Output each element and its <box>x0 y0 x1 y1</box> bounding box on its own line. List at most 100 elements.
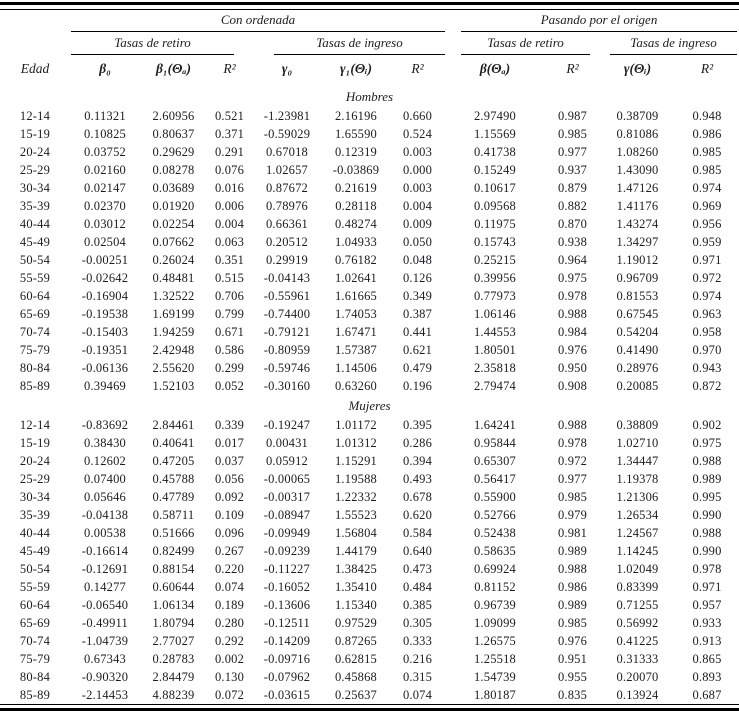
value-cell: -0.59029 <box>263 126 311 141</box>
value-cell: 0.07400 <box>83 471 127 486</box>
value-cell: -0.15403 <box>81 324 129 339</box>
value-cell: 0.299 <box>214 360 245 375</box>
value-cell: 1.38425 <box>334 561 378 576</box>
value-cell: 0.315 <box>402 669 433 684</box>
value-cell: 0.25215 <box>473 252 517 267</box>
value-cell: 2.97490 <box>473 108 517 123</box>
subheader-tasas-de-retiro-2: Tasas de retiro <box>461 35 590 55</box>
value-cell: 0.02370 <box>83 198 127 213</box>
value-cell: -0.80959 <box>263 342 311 357</box>
value-cell: 1.19588 <box>334 471 378 486</box>
value-cell: 1.52103 <box>152 378 195 393</box>
column-header-r2-2: R² <box>411 60 424 76</box>
value-cell: -0.79121 <box>263 324 311 339</box>
value-cell: 0.957 <box>692 597 722 612</box>
value-cell: 0.267 <box>214 543 245 558</box>
value-cell: -0.12691 <box>81 561 129 576</box>
column-header-beta1-theta: β₁(Θₐ) <box>156 60 191 76</box>
value-cell: 0.31333 <box>616 651 659 666</box>
value-cell: 0.51666 <box>152 525 195 540</box>
column-header-r2-3: R² <box>566 60 579 76</box>
age-cell: 70-74 <box>19 324 51 339</box>
value-cell: 2.84461 <box>152 417 195 432</box>
age-cell: 30-34 <box>19 180 51 195</box>
value-cell: -0.16614 <box>81 543 129 558</box>
value-cell: 0.872 <box>692 378 722 393</box>
value-cell: 1.09099 <box>473 615 517 630</box>
value-cell: 0.52766 <box>473 507 517 522</box>
value-cell: 0.76182 <box>334 252 378 267</box>
value-cell: 1.26534 <box>616 507 659 522</box>
value-cell: 2.55620 <box>152 360 195 375</box>
value-cell: 0.074 <box>402 687 433 702</box>
value-cell: 0.07662 <box>152 234 195 249</box>
value-cell: 0.893 <box>692 669 722 684</box>
value-cell: 0.958 <box>692 324 722 339</box>
value-cell: 0.971 <box>692 579 722 594</box>
table-row: 60-64 -0.16904 1.32522 0.706 -0.55961 1.61665… <box>0 287 739 305</box>
value-cell: 1.19012 <box>616 252 659 267</box>
table-row: 12-14 -0.83692 2.84461 0.339 -0.19247 1.01172… <box>0 416 739 434</box>
value-cell: 0.20085 <box>616 378 659 393</box>
value-cell: 0.002 <box>214 651 245 666</box>
value-cell: 0.660 <box>402 108 433 123</box>
value-cell: 2.84479 <box>152 669 195 684</box>
value-cell: 0.47789 <box>152 489 195 504</box>
value-cell: 0.586 <box>214 342 245 357</box>
value-cell: 0.620 <box>402 507 433 522</box>
table-row: 30-34 0.05646 0.47789 0.092 -0.00317 1.22332 0… <box>0 488 739 506</box>
table-row: 65-69 -0.19538 1.69199 0.799 -0.74400 1.74053… <box>0 305 739 323</box>
table-row: 80-84 -0.06136 2.55620 0.299 -0.59746 1.14506… <box>0 359 739 377</box>
value-cell: 0.976 <box>557 633 588 648</box>
value-cell: 0.950 <box>557 360 588 375</box>
value-cell: 0.972 <box>557 453 588 468</box>
value-cell: 0.47205 <box>152 453 195 468</box>
value-cell: 0.03752 <box>83 144 127 159</box>
table-row: 80-84 -0.90320 2.84479 0.130 -0.07962 0.45868… <box>0 668 739 686</box>
table-row: 55-59 -0.02642 0.48481 0.515 -0.04143 1.02641… <box>0 269 739 287</box>
value-cell: 0.41738 <box>473 144 517 159</box>
value-cell: 0.621 <box>402 342 433 357</box>
value-cell: -0.30160 <box>263 378 311 393</box>
value-cell: 1.43274 <box>616 216 659 231</box>
value-cell: -1.04739 <box>81 633 129 648</box>
value-cell: 0.12319 <box>334 144 378 159</box>
column-header-beta0: β₀ <box>99 60 111 76</box>
value-cell: -1.23981 <box>263 108 311 123</box>
value-cell: 0.01920 <box>152 198 195 213</box>
value-cell: 0.835 <box>557 687 588 702</box>
group-header-con-ordenada: Con ordenada <box>71 12 445 32</box>
value-cell: 0.15743 <box>473 234 517 249</box>
subgroup-header-row: Tasas de retiro Tasas de ingreso Tasas d… <box>0 32 739 55</box>
value-cell: 0.39956 <box>473 270 517 285</box>
value-cell: 0.60644 <box>152 579 195 594</box>
value-cell: 0.11975 <box>474 216 516 231</box>
value-cell: 0.87265 <box>334 633 378 648</box>
value-cell: 0.521 <box>214 108 245 123</box>
value-cell: 0.385 <box>402 597 433 612</box>
table-row: 50-54 -0.12691 0.88154 0.220 -0.11227 1.38425… <box>0 560 739 578</box>
age-cell: 15-19 <box>19 126 51 141</box>
value-cell: 0.063 <box>214 234 245 249</box>
value-cell: -0.07962 <box>263 669 311 684</box>
section-label: Hombres <box>345 88 394 104</box>
age-cell: 55-59 <box>19 579 51 594</box>
value-cell: 0.908 <box>557 378 588 393</box>
value-cell: -0.19351 <box>81 342 129 357</box>
value-cell: 0.130 <box>214 669 245 684</box>
value-cell: 0.978 <box>692 561 722 576</box>
table-row: 70-74 -1.04739 2.77027 0.292 -0.14209 0.87265… <box>0 632 739 650</box>
value-cell: -0.03869 <box>332 162 380 177</box>
table-row: 15-19 0.38430 0.40641 0.017 0.00431 1.01312 0.… <box>0 434 739 452</box>
value-cell: 0.988 <box>692 525 722 540</box>
value-cell: 0.975 <box>692 435 722 450</box>
value-cell: 0.394 <box>402 453 433 468</box>
table-row: 35-39 -0.04138 0.58711 0.109 -0.08947 1.55523… <box>0 506 739 524</box>
subheader-tasas-de-ingreso-2: Tasas de ingreso <box>610 35 738 55</box>
value-cell: 1.34297 <box>616 234 659 249</box>
value-cell: 1.15291 <box>334 453 378 468</box>
value-cell: -0.19247 <box>263 417 311 432</box>
age-cell: 75-79 <box>19 342 51 357</box>
value-cell: 0.951 <box>557 651 588 666</box>
value-cell: 2.60956 <box>152 108 195 123</box>
